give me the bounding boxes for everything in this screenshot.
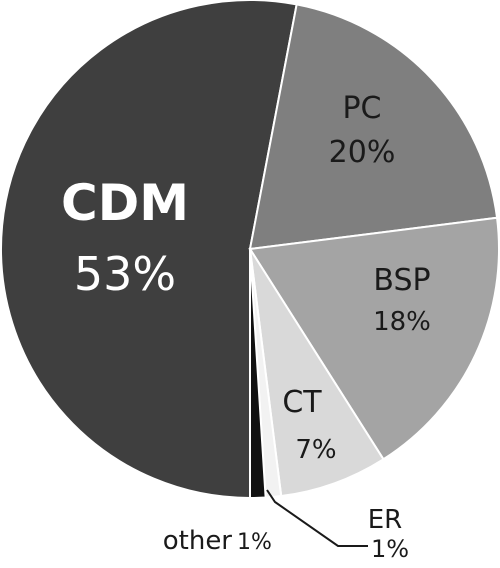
slice-value-cdm: 53% bbox=[74, 247, 176, 301]
pie-slice-pc bbox=[248, 3, 499, 251]
slice-value-ct: 7% bbox=[295, 435, 336, 465]
slice-label-bsp: BSP bbox=[373, 263, 430, 298]
er-leader-line bbox=[266, 489, 368, 547]
slice-label-pc: PC bbox=[342, 91, 381, 126]
slice-value-pc: 20% bbox=[329, 135, 396, 170]
slice-value-er: 1% bbox=[371, 535, 409, 563]
pie-slice-ct bbox=[249, 248, 385, 498]
slice-value-bsp: 18% bbox=[373, 307, 431, 337]
slice-label-ct: CT bbox=[282, 385, 322, 420]
pie-slice-other bbox=[249, 248, 267, 500]
pie-slice-cdm bbox=[0, 0, 298, 500]
slice-value-other: 1% bbox=[237, 530, 272, 555]
slice-label-cdm: CDM bbox=[61, 174, 189, 232]
pie-slices bbox=[0, 0, 500, 500]
slice-label-er: ER bbox=[368, 505, 403, 535]
pie-slice-bsp bbox=[248, 216, 500, 461]
slice-label-other: other bbox=[163, 526, 233, 556]
